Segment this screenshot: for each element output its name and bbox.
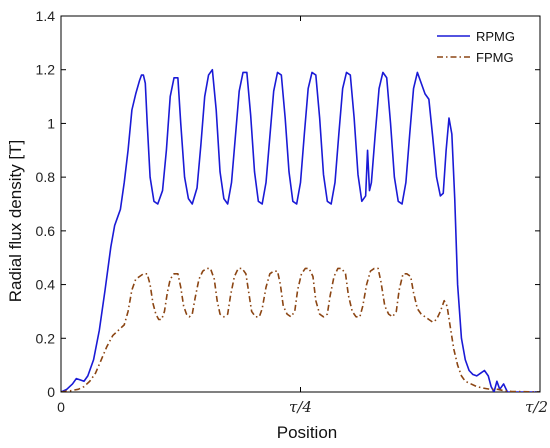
y-tick-label: 0.2 bbox=[36, 330, 56, 346]
legend: RPMG FPMG bbox=[437, 29, 515, 65]
plot-area bbox=[60, 15, 541, 393]
x-tick-label: 0 bbox=[57, 399, 65, 415]
y-tick-label: 1.2 bbox=[36, 62, 56, 78]
legend-label-rpmg: RPMG bbox=[476, 29, 515, 44]
y-tick-label: 1 bbox=[47, 115, 55, 131]
y-tick-label: 0 bbox=[47, 384, 55, 400]
x-tick-label: τ/2 bbox=[525, 398, 548, 416]
series-line-rpmg bbox=[61, 68, 540, 392]
y-tick-label: 0.4 bbox=[36, 277, 56, 293]
series-layer bbox=[61, 68, 540, 392]
plot-frame bbox=[60, 15, 541, 393]
y-tick-label: 0.6 bbox=[36, 223, 56, 239]
axes-layer: 0 0.2 0.4 0.6 0.8 1 1.2 1.4 0 τ/4 τ/2 bbox=[36, 8, 548, 416]
y-tick-label: 0.8 bbox=[36, 169, 56, 185]
y-axis-label: Radial flux density [T] bbox=[6, 140, 25, 303]
series-line-fpmg bbox=[61, 267, 540, 392]
x-tick-label: τ/4 bbox=[289, 398, 312, 416]
y-tick-label: 1.4 bbox=[36, 8, 56, 24]
legend-label-fpmg: FPMG bbox=[476, 50, 514, 65]
x-axis-label: Position bbox=[277, 423, 337, 442]
